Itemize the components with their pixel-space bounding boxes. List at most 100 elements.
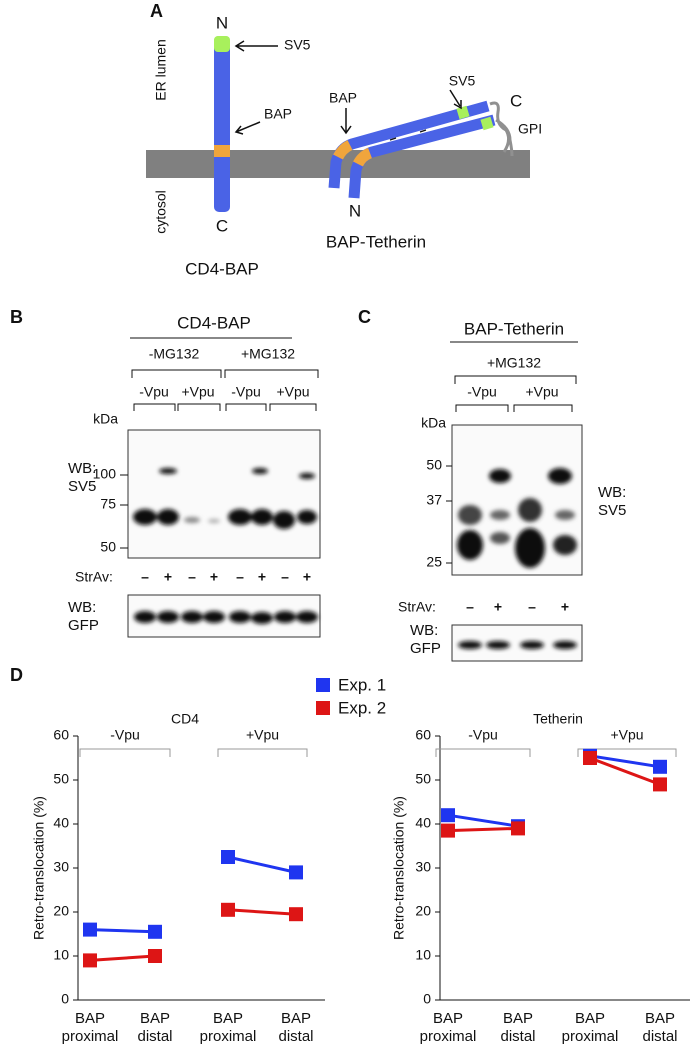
series-line	[89, 954, 156, 962]
series-line	[589, 756, 661, 786]
group-bracket	[577, 748, 677, 757]
chart-title: Tetherin	[533, 711, 583, 727]
chart-title: CD4	[171, 711, 199, 727]
series-line	[447, 813, 519, 828]
marker-label: 25	[426, 554, 442, 570]
data-point	[83, 953, 97, 968]
arrow	[340, 108, 352, 135]
wb-label: WB: SV5	[68, 460, 97, 495]
lumen-label: ER lumen	[153, 39, 169, 100]
x-tick-label: BAP proximal	[561, 1010, 619, 1045]
panel-letter: C	[358, 307, 371, 327]
bracket	[130, 337, 319, 411]
data-point	[289, 907, 303, 922]
panel-letter: A	[150, 1, 163, 21]
condition-label: +Vpu	[181, 384, 214, 400]
legend-label: Exp. 1	[338, 675, 386, 694]
data-point	[148, 949, 162, 963]
y-axis-label: Retro-translocation (%)	[391, 796, 407, 940]
sv5-label: SV5	[449, 73, 476, 89]
panel-letter: B	[10, 307, 23, 327]
strav-sign: +	[258, 569, 266, 585]
group-label: +Vpu	[246, 727, 279, 743]
condition-label: -Vpu	[139, 384, 169, 400]
series-line	[89, 928, 156, 934]
legend-swatch	[316, 701, 330, 715]
sv5-tag	[456, 105, 470, 120]
n-terminus: N	[216, 13, 228, 32]
strav-sign: –	[141, 569, 149, 585]
strav-sign: +	[303, 569, 311, 585]
y-tick-label: 40	[415, 815, 431, 831]
strav-label: StrAv:	[398, 599, 436, 615]
y-tick-label: 40	[53, 815, 69, 831]
bap-label: BAP	[264, 106, 292, 122]
x-tick-label: BAP proximal	[419, 1010, 477, 1045]
marker-tick	[446, 465, 452, 564]
data-point	[148, 924, 162, 939]
x-tick-label: BAP distal	[278, 1010, 314, 1045]
c-terminus: C	[510, 91, 522, 110]
strav-sign: –	[466, 599, 474, 615]
construct-label: BAP-Tetherin	[464, 319, 564, 338]
condition-label: +Vpu	[276, 384, 309, 400]
bap-label: BAP	[329, 90, 357, 106]
gpi-label: GPI	[518, 121, 542, 137]
cytosol-label: cytosol	[153, 190, 169, 234]
strav-sign: +	[164, 569, 172, 585]
series-line	[589, 754, 661, 769]
marker-label: 75	[100, 496, 116, 512]
wb-label: WB: GFP	[410, 622, 441, 657]
y-tick-label: 30	[415, 859, 431, 875]
marker-label: 100	[93, 466, 117, 482]
condition-label: -Vpu	[467, 384, 497, 400]
series-line	[447, 826, 519, 833]
x-tick-label: BAP proximal	[199, 1010, 257, 1045]
strav-sign: –	[528, 599, 536, 615]
arrow	[449, 89, 462, 110]
data-point	[653, 759, 667, 774]
condition-label: -Vpu	[231, 384, 261, 400]
strav-label: StrAv:	[75, 569, 113, 585]
y-tick-label: 60	[415, 727, 431, 743]
data-point	[653, 777, 667, 792]
marker-label: 37	[426, 492, 442, 508]
legend-label: Exp. 2	[338, 698, 386, 717]
group-bracket	[79, 748, 171, 757]
y-axis-label: Retro-translocation (%)	[31, 796, 47, 940]
sv5-tag	[480, 116, 494, 131]
panel-letter: D	[10, 665, 23, 685]
series-line	[227, 855, 297, 874]
data-point	[441, 808, 455, 823]
x-tick-label: BAP distal	[500, 1010, 536, 1045]
data-point	[221, 902, 235, 917]
wb-label: WB: GFP	[68, 599, 99, 634]
group-label: -Vpu	[110, 727, 140, 743]
bap-tag	[214, 145, 230, 157]
series-line	[227, 908, 297, 916]
y-tick-label: 50	[415, 771, 431, 787]
sv5-label: SV5	[284, 37, 311, 53]
arrow	[234, 40, 278, 52]
marker-tick	[120, 474, 128, 549]
y-tick-label: 60	[53, 727, 69, 743]
x-tick-label: BAP proximal	[61, 1010, 119, 1045]
bands	[133, 468, 317, 529]
treatment-label: -MG132	[149, 346, 200, 362]
data-point	[221, 850, 235, 864]
y-tick-label: 10	[53, 947, 69, 963]
condition-label: +Vpu	[525, 384, 558, 400]
strav-sign: –	[281, 569, 289, 585]
y-tick-label: 20	[53, 903, 69, 919]
y-tick-label: 20	[415, 903, 431, 919]
cd4-protein	[214, 36, 230, 212]
data-point	[441, 823, 455, 838]
strav-sign: +	[210, 569, 218, 585]
data-point	[511, 821, 525, 836]
strav-sign: +	[494, 599, 502, 615]
construct-label: BAP-Tetherin	[326, 232, 426, 251]
sv5-tag	[214, 36, 230, 52]
y-tick-label: 50	[53, 771, 69, 787]
